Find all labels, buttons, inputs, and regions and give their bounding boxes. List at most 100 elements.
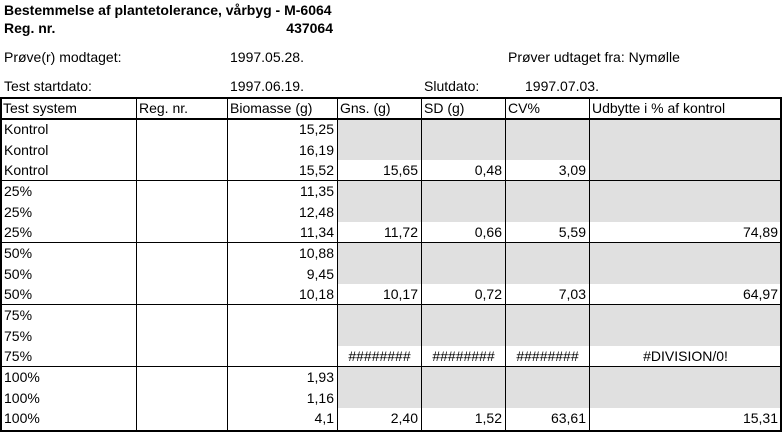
empty-cell	[422, 201, 505, 223]
empty-cell	[137, 408, 227, 429]
empty-cell	[137, 139, 227, 161]
table-cell: 100%	[1, 367, 136, 388]
empty-cell	[422, 305, 505, 326]
empty-cell	[506, 201, 589, 223]
source: Prøver udtaget fra: Nymølle	[508, 49, 680, 65]
start-label: Test startdato:	[4, 78, 92, 94]
empty-cell	[137, 181, 227, 202]
column-header: Gns. (g)	[340, 100, 391, 116]
empty-cell	[228, 346, 337, 367]
empty-cell	[338, 119, 421, 140]
empty-cell	[137, 284, 227, 305]
empty-cell	[137, 367, 227, 388]
received-date: 1997.05.28.	[230, 49, 304, 65]
empty-cell	[422, 387, 505, 409]
empty-cell	[422, 325, 505, 347]
grid-line	[0, 180, 782, 181]
empty-cell	[590, 139, 781, 161]
end-label: Slutdato:	[424, 78, 480, 94]
empty-cell	[590, 181, 781, 202]
table-cell: 0,48	[422, 160, 505, 181]
table-cell: 50%	[1, 243, 136, 264]
table-cell: 0,66	[422, 222, 505, 243]
table-cell: 74,89	[590, 222, 781, 243]
grid-line	[505, 97, 506, 432]
column-header: Reg. nr.	[139, 100, 189, 116]
empty-cell	[590, 263, 781, 285]
table-cell: 7,03	[506, 284, 589, 305]
empty-cell	[137, 201, 227, 223]
empty-cell	[590, 119, 781, 140]
table-cell: 11,72	[338, 222, 421, 243]
empty-cell	[506, 263, 589, 285]
title: Bestemmelse af plantetolerance, vårbyg -…	[4, 2, 332, 18]
table-cell: 15,25	[228, 119, 337, 140]
table-cell: 75%	[1, 305, 136, 326]
empty-cell	[422, 263, 505, 285]
column-header: SD (g)	[424, 100, 465, 116]
table-cell: ########	[422, 346, 505, 367]
table-cell: 10,88	[228, 243, 337, 264]
empty-cell	[422, 139, 505, 161]
empty-cell	[338, 305, 421, 326]
grid-line	[136, 97, 137, 432]
empty-cell	[590, 367, 781, 388]
table-cell: 15,31	[590, 408, 781, 429]
table-cell: 1,16	[228, 387, 337, 409]
grid-line	[0, 97, 782, 99]
empty-cell	[137, 387, 227, 409]
column-header: Biomasse (g)	[230, 100, 313, 116]
table-cell: 25%	[1, 222, 136, 243]
empty-cell	[590, 201, 781, 223]
table-cell: Kontrol	[1, 139, 136, 161]
empty-cell	[590, 325, 781, 347]
empty-cell	[422, 367, 505, 388]
table-cell: 1,93	[228, 367, 337, 388]
grid-line	[0, 118, 782, 120]
table-cell: 3,09	[506, 160, 589, 181]
received-label: Prøve(r) modtaget:	[4, 49, 122, 65]
table-cell: 9,45	[228, 263, 337, 285]
table-cell: 25%	[1, 201, 136, 223]
empty-cell	[338, 367, 421, 388]
empty-cell	[338, 201, 421, 223]
column-header: Udbytte i % af kontrol	[592, 100, 726, 116]
column-header: CV%	[508, 100, 540, 116]
table-cell: 100%	[1, 408, 136, 429]
table-cell: 75%	[1, 346, 136, 367]
empty-cell	[338, 181, 421, 202]
table-cell: 10,17	[338, 284, 421, 305]
table-cell: 64,97	[590, 284, 781, 305]
empty-cell	[338, 243, 421, 264]
empty-cell	[590, 387, 781, 409]
table-cell: 12,48	[228, 201, 337, 223]
empty-cell	[137, 325, 227, 347]
grid-line	[0, 430, 782, 432]
table-cell: 2,40	[338, 408, 421, 429]
table-cell: 5,59	[506, 222, 589, 243]
reg-label: Reg. nr.	[4, 20, 56, 36]
table-cell: 50%	[1, 263, 136, 285]
table-cell: 4,1	[228, 408, 337, 429]
table-cell: 63,61	[506, 408, 589, 429]
empty-cell	[228, 325, 337, 347]
table-cell: 11,34	[228, 222, 337, 243]
empty-cell	[506, 243, 589, 264]
end-date: 1997.07.03.	[525, 78, 599, 94]
grid-line	[337, 97, 338, 432]
table-cell: 16,19	[228, 139, 337, 161]
empty-cell	[338, 387, 421, 409]
empty-cell	[137, 222, 227, 243]
empty-cell	[506, 119, 589, 140]
reg-value: 437064	[286, 20, 333, 36]
empty-cell	[422, 243, 505, 264]
table-cell: 75%	[1, 325, 136, 347]
empty-cell	[422, 119, 505, 140]
empty-cell	[422, 181, 505, 202]
empty-cell	[338, 325, 421, 347]
grid-line	[0, 242, 782, 243]
grid-line	[0, 366, 782, 367]
empty-cell	[137, 160, 227, 181]
table-cell: 100%	[1, 387, 136, 409]
